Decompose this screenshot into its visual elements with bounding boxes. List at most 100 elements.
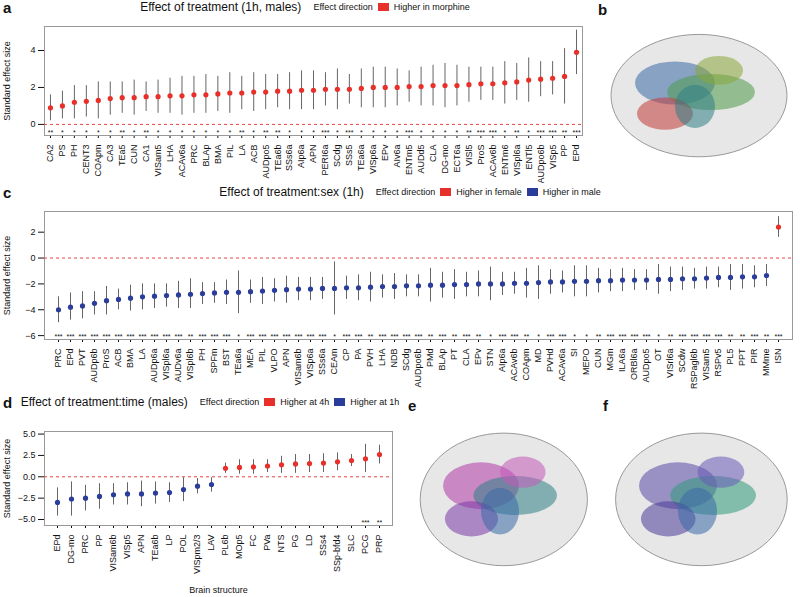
- svg-text:EPd: EPd: [571, 145, 581, 162]
- svg-text:VISpl6b: VISpl6b: [185, 349, 195, 381]
- svg-text:CA2: CA2: [45, 145, 55, 163]
- svg-text:SLC: SLC: [346, 534, 356, 552]
- svg-text:MEPO: MEPO: [581, 349, 591, 376]
- svg-text:*: *: [133, 129, 136, 136]
- svg-text:*: *: [420, 129, 423, 136]
- svg-text:**: **: [368, 333, 374, 340]
- svg-text:2: 2: [30, 82, 35, 92]
- svg-text:0.0: 0.0: [23, 472, 36, 482]
- svg-text:**: **: [452, 333, 458, 340]
- svg-text:*: *: [216, 129, 219, 136]
- svg-text:***: ***: [546, 333, 554, 340]
- svg-text:ACAv6b: ACAv6b: [488, 145, 498, 178]
- svg-text:***: ***: [198, 333, 206, 340]
- svg-text:AUDpo6b: AUDpo6b: [413, 349, 423, 388]
- svg-text:VISam5: VISam5: [153, 145, 163, 177]
- svg-text:**: **: [514, 129, 520, 136]
- svg-text:***: ***: [489, 129, 497, 136]
- svg-text:VISp6a: VISp6a: [368, 145, 378, 175]
- svg-text:PIR: PIR: [749, 348, 759, 364]
- svg-text:BLAp: BLAp: [437, 349, 447, 371]
- svg-text:DG-mo: DG-mo: [66, 535, 76, 564]
- svg-text:***: ***: [222, 333, 230, 340]
- svg-text:ACAv6a: ACAv6a: [557, 349, 567, 382]
- svg-text:*: *: [97, 129, 100, 136]
- svg-text:***: ***: [462, 333, 470, 340]
- svg-text:*: *: [489, 333, 492, 340]
- svg-text:***: ***: [510, 333, 518, 340]
- svg-text:EPv: EPv: [380, 144, 390, 161]
- svg-text:***: ***: [558, 333, 566, 340]
- svg-text:LP: LP: [164, 535, 174, 546]
- svg-text:LD: LD: [304, 534, 314, 546]
- svg-text:**: **: [428, 333, 434, 340]
- svg-text:PRC: PRC: [189, 144, 199, 164]
- svg-text:RSPv5: RSPv5: [713, 349, 723, 377]
- svg-text:AUDp6a: AUDp6a: [149, 349, 159, 383]
- svg-text:APN: APN: [281, 349, 291, 368]
- svg-text:Standard effect size: Standard effect size: [2, 439, 12, 518]
- svg-text:ENTm6: ENTm6: [500, 145, 510, 176]
- svg-text:SSs4: SSs4: [318, 535, 328, 557]
- svg-text:**: **: [466, 129, 472, 136]
- svg-text:*: *: [73, 129, 76, 136]
- svg-text:MEA: MEA: [245, 349, 255, 369]
- svg-text:PIL: PIL: [257, 349, 267, 363]
- svg-text:CLA: CLA: [428, 145, 438, 163]
- svg-text:VISp5: VISp5: [122, 535, 132, 560]
- svg-text:APN: APN: [308, 145, 318, 164]
- svg-text:APN: APN: [136, 535, 146, 554]
- svg-text:***: ***: [378, 333, 386, 340]
- svg-text:LHA: LHA: [165, 145, 175, 163]
- svg-text:*: *: [585, 333, 588, 340]
- svg-text:Standard effect size: Standard effect size: [2, 236, 12, 315]
- svg-text:COApm: COApm: [521, 349, 531, 381]
- svg-text:ProS: ProS: [476, 145, 486, 165]
- svg-text:VISam6b: VISam6b: [108, 535, 118, 572]
- svg-text:ACB: ACB: [113, 349, 123, 368]
- svg-text:PVT: PVT: [77, 348, 87, 366]
- svg-text:*: *: [181, 129, 184, 136]
- svg-text:***: ***: [678, 333, 686, 340]
- svg-text:SSs5: SSs5: [344, 145, 354, 167]
- svg-text:MOp5: MOp5: [234, 535, 244, 560]
- svg-text:SSs6a: SSs6a: [317, 349, 327, 376]
- svg-text:CUN: CUN: [129, 145, 139, 165]
- svg-text:**: **: [764, 333, 770, 340]
- svg-text:*: *: [237, 333, 240, 340]
- svg-text:NTS: NTS: [276, 535, 286, 553]
- svg-text:**: **: [239, 129, 245, 136]
- svg-text:***: ***: [78, 333, 86, 340]
- svg-text:5.0: 5.0: [23, 429, 36, 439]
- svg-text:*: *: [503, 129, 506, 136]
- svg-text:***: ***: [270, 333, 278, 340]
- svg-text:0: 0: [30, 119, 35, 129]
- svg-text:*: *: [372, 129, 375, 136]
- svg-text:ProS: ProS: [101, 349, 111, 369]
- svg-text:AIv6a: AIv6a: [392, 145, 402, 168]
- svg-text:SCdg: SCdg: [332, 145, 342, 168]
- svg-text:***: ***: [138, 333, 146, 340]
- svg-text:OT: OT: [653, 348, 663, 361]
- svg-text:*: *: [384, 129, 387, 136]
- svg-text:***: ***: [549, 129, 557, 136]
- svg-text:MGm: MGm: [605, 349, 615, 371]
- svg-text:VISpl6a: VISpl6a: [512, 145, 522, 177]
- svg-text:EPv: EPv: [473, 348, 483, 365]
- svg-text:PH: PH: [69, 145, 79, 158]
- svg-text:*: *: [85, 129, 88, 136]
- svg-text:VISpl6a: VISpl6a: [161, 349, 171, 381]
- svg-text:LA: LA: [137, 349, 147, 360]
- svg-text:***: ***: [618, 333, 626, 340]
- svg-text:AUDpo5: AUDpo5: [261, 145, 271, 179]
- svg-text:DG-mo: DG-mo: [440, 145, 450, 174]
- svg-text:STN: STN: [485, 349, 495, 367]
- svg-text:ENTl5: ENTl5: [524, 145, 534, 170]
- svg-text:AUDd5: AUDd5: [416, 145, 426, 174]
- svg-text:PCG: PCG: [360, 535, 370, 555]
- svg-text:***: ***: [361, 519, 369, 526]
- svg-text:SPFm: SPFm: [209, 349, 219, 374]
- svg-text:***: ***: [630, 333, 638, 340]
- svg-text:***: ***: [66, 333, 74, 340]
- svg-text:CA1: CA1: [141, 145, 151, 163]
